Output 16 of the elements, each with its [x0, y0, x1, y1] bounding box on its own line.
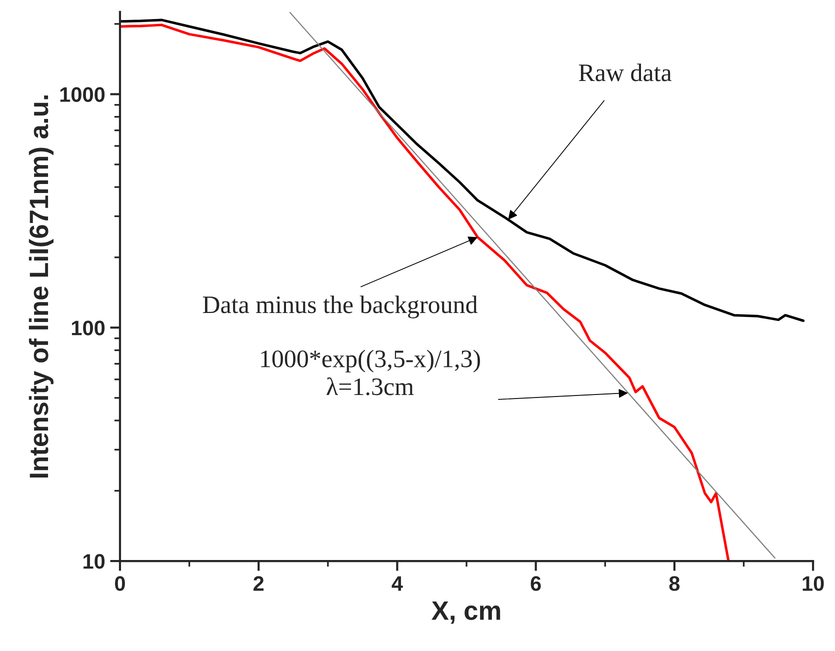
y-tick-label: 1000 — [60, 87, 105, 102]
y-axis-title: Intensity of line LiI(671nm) a.u. — [28, 95, 54, 478]
x-tick-label: 6 — [530, 576, 541, 591]
line-series — [120, 24, 730, 562]
x-tick-label: 4 — [392, 576, 403, 591]
annotation: Data minus the background — [202, 296, 478, 318]
annotation: 1000*exp((3,5-x)/1,3) λ=1.3cm — [261, 350, 480, 396]
x-tick-label: 10 — [802, 576, 824, 591]
x-tick-label: 0 — [115, 576, 125, 591]
y-tick-label: 10 — [84, 554, 105, 569]
x-axis-title: X, cm — [432, 602, 500, 624]
annotation: Raw data — [578, 64, 672, 82]
x-tick-label: 8 — [669, 576, 680, 591]
y-tick-label: 100 — [72, 320, 105, 336]
x-tick-label: 2 — [254, 576, 264, 591]
line-series — [120, 18, 805, 322]
